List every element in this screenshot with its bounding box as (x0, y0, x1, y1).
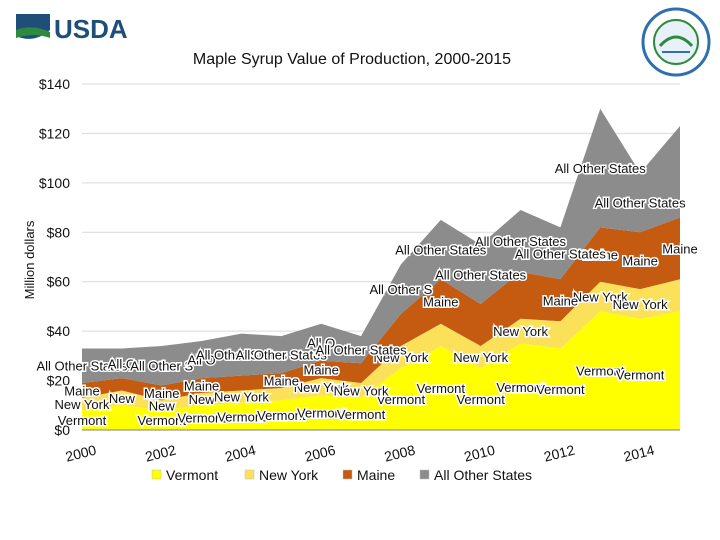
data-label: Vermont (576, 364, 625, 379)
data-label: New York (214, 390, 269, 405)
area-maine (82, 217, 680, 401)
data-labels: Vermont VermontVermontVermontVermontVermo… (35, 160, 699, 430)
data-label: Vermont (297, 406, 346, 421)
data-label: Vermont (217, 409, 266, 424)
x-tick-label: 2008 (383, 442, 417, 465)
y-tick-label: $140 (39, 76, 70, 92)
y-tick-label: $40 (47, 323, 71, 339)
y-axis-label: Million dollars (22, 220, 37, 299)
data-label: Maine (543, 293, 578, 308)
y-tick-label: $60 (47, 274, 71, 290)
data-label: All Other States (595, 196, 687, 211)
agriculture-counts-seal (640, 6, 712, 83)
data-label: All Other States (316, 343, 408, 358)
y-tick-label: $120 (39, 125, 70, 141)
data-label: Maine (662, 241, 697, 256)
legend-label: Vermont (166, 467, 218, 483)
legend-label: New York (259, 467, 319, 483)
x-tick-label: 2012 (542, 442, 576, 465)
data-label: Maine (583, 248, 618, 263)
data-label: New York (613, 297, 668, 312)
x-tick-label: 2000 (64, 442, 98, 465)
y-tick-label: $100 (39, 175, 70, 191)
data-label: All Other States (36, 359, 128, 374)
data-label: Maine (184, 379, 219, 394)
usda-logo-text: USDA (54, 14, 128, 44)
y-tick-label: $80 (47, 224, 71, 240)
y-tick-label: $20 (47, 373, 71, 389)
data-label: All O (108, 356, 136, 371)
data-label: All O (188, 353, 216, 368)
data-label: All Other S (370, 282, 433, 297)
x-tick-label: 2006 (303, 442, 337, 465)
stacked-areas (82, 108, 680, 430)
data-label: Maine (423, 294, 458, 309)
data-label: Maine (64, 383, 99, 398)
data-label: New York (573, 290, 628, 305)
data-label: New York (334, 383, 389, 398)
data-label: Vermont (377, 392, 426, 407)
data-label: Vermont (58, 413, 107, 428)
chart-title: Maple Syrup Value of Production, 2000-20… (193, 51, 511, 68)
data-label: New York (453, 350, 508, 365)
data-label: All Other States (395, 243, 487, 258)
data-label: New (109, 391, 136, 406)
data-label: Vermont (337, 407, 386, 422)
data-label: New York (294, 380, 349, 395)
data-label: New (149, 398, 176, 413)
legend-swatch (419, 469, 430, 480)
data-label: All Other States (555, 161, 647, 176)
seal-icon (641, 7, 711, 77)
data-label: All Other States (435, 267, 527, 282)
data-label: New York (55, 397, 110, 412)
data-label: Maine (303, 362, 338, 377)
area-new-york (82, 279, 680, 411)
data-label: All Other States (196, 348, 288, 363)
data-label: Maine (622, 254, 657, 269)
data-label: All Other States (236, 348, 328, 363)
legend-swatch (151, 469, 162, 480)
legend-swatch (342, 469, 353, 480)
x-tick-label: 2004 (223, 442, 257, 465)
data-label: Maine (144, 386, 179, 401)
legend: Vermont New York Maine All Other States (151, 467, 532, 483)
data-label: Vermont (536, 382, 585, 397)
data-label: Vermont (456, 392, 505, 407)
data-label: All Other States (515, 246, 607, 261)
data-label: Vermont (496, 380, 545, 395)
data-label: Maine (264, 374, 299, 389)
data-label: New (189, 392, 216, 407)
data-label: Vermont (138, 413, 187, 428)
area-vermont (82, 311, 680, 430)
data-label: Vermont (177, 411, 226, 426)
data-label: All Other S (130, 359, 193, 374)
area-all-other-states (82, 108, 680, 386)
x-tick-label: 2010 (462, 442, 496, 465)
y-tick-label: $0 (54, 422, 70, 438)
data-label: All O (307, 335, 335, 350)
data-label: New York (493, 324, 548, 339)
x-tick-label: 2014 (622, 442, 656, 465)
legend-label: All Other States (434, 467, 532, 483)
data-label: New York (373, 350, 428, 365)
data-label: Vermont (257, 408, 306, 423)
data-label: Vermont (417, 381, 466, 396)
x-tick-label: 2002 (143, 442, 177, 465)
axes: $0 $20 $40 $60 $80 $100 $120 $140 2000 2002 2004 20… (39, 76, 680, 465)
legend-label: Maine (357, 467, 395, 483)
data-label: Vermont (616, 367, 665, 382)
data-label: All Other States (475, 234, 567, 249)
legend-swatch (244, 469, 255, 480)
usda-logo: USDA (14, 10, 134, 51)
